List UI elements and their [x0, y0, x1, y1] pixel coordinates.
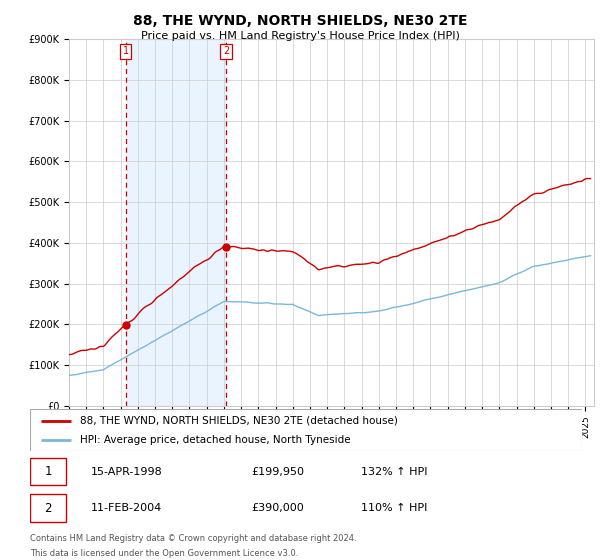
FancyBboxPatch shape [30, 458, 66, 486]
Text: This data is licensed under the Open Government Licence v3.0.: This data is licensed under the Open Gov… [30, 549, 298, 558]
Text: Price paid vs. HM Land Registry's House Price Index (HPI): Price paid vs. HM Land Registry's House … [140, 31, 460, 41]
Text: Contains HM Land Registry data © Crown copyright and database right 2024.: Contains HM Land Registry data © Crown c… [30, 534, 356, 543]
Text: 2: 2 [44, 502, 52, 515]
Text: £390,000: £390,000 [251, 503, 304, 513]
FancyBboxPatch shape [30, 409, 582, 451]
Text: HPI: Average price, detached house, North Tyneside: HPI: Average price, detached house, Nort… [80, 435, 350, 445]
Bar [125, 39, 226, 406]
Text: 110% ↑ HPI: 110% ↑ HPI [361, 503, 428, 513]
Text: 11-FEB-2004: 11-FEB-2004 [91, 503, 162, 513]
Text: 88, THE WYND, NORTH SHIELDS, NE30 2TE: 88, THE WYND, NORTH SHIELDS, NE30 2TE [133, 14, 467, 28]
Text: £199,950: £199,950 [251, 466, 304, 477]
Text: 1: 1 [44, 465, 52, 478]
Text: 132% ↑ HPI: 132% ↑ HPI [361, 466, 428, 477]
Text: 88, THE WYND, NORTH SHIELDS, NE30 2TE (detached house): 88, THE WYND, NORTH SHIELDS, NE30 2TE (d… [80, 416, 398, 426]
Text: 15-APR-1998: 15-APR-1998 [91, 466, 163, 477]
FancyBboxPatch shape [30, 494, 66, 522]
Text: 2: 2 [223, 46, 229, 57]
Text: 1: 1 [122, 46, 128, 57]
